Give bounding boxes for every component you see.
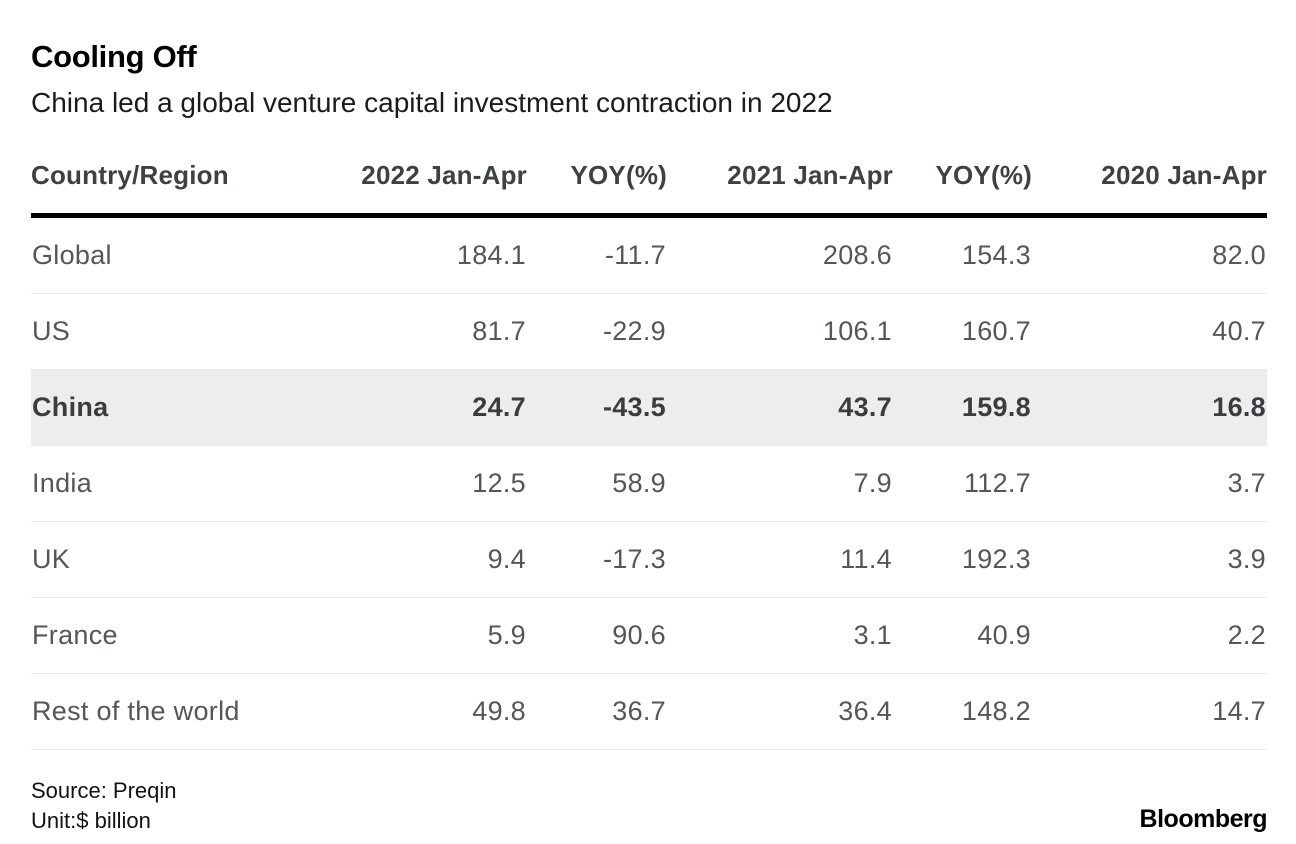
value-cell: 9.4: [271, 521, 527, 598]
table-row-us: US 81.7 -22.9 106.1 160.7 40.7: [31, 293, 1267, 370]
row-label: France: [31, 597, 271, 674]
table-row-china-highlighted: China 24.7 -43.5 43.7 159.8 16.8: [31, 369, 1267, 446]
value-cell: 90.6: [527, 597, 667, 674]
page-title: Cooling Off: [31, 39, 197, 74]
value-cell: 7.9: [667, 445, 893, 522]
value-cell: -17.3: [527, 521, 667, 598]
value-cell: 12.5: [271, 445, 527, 522]
value-cell: 58.9: [527, 445, 667, 522]
row-label: China: [31, 369, 271, 446]
value-cell: 36.7: [527, 673, 667, 750]
table-body: Global 184.1 -11.7 208.6 154.3 82.0 US 8…: [31, 215, 1267, 750]
value-cell: 106.1: [667, 293, 893, 370]
value-cell: 184.1: [271, 215, 527, 294]
value-cell: 5.9: [271, 597, 527, 674]
column-header-2021-jan-apr: 2021 Jan-Apr: [727, 160, 893, 190]
value-cell: 160.7: [893, 293, 1032, 370]
vc-investment-table: Country/Region 2022 Jan-Apr YOY(%) 2021 …: [31, 160, 1267, 750]
value-cell: 3.1: [667, 597, 893, 674]
row-label: Rest of the world: [31, 673, 271, 750]
column-header-2020-jan-apr: 2020 Jan-Apr: [1101, 160, 1267, 190]
value-cell: 81.7: [271, 293, 527, 370]
value-cell: -11.7: [527, 215, 667, 294]
value-cell: 3.7: [1032, 445, 1267, 522]
value-cell: 192.3: [893, 521, 1032, 598]
value-cell: 2.2: [1032, 597, 1267, 674]
table-row-uk: UK 9.4 -17.3 11.4 192.3 3.9: [31, 521, 1267, 598]
value-cell: 43.7: [667, 369, 893, 446]
row-label: US: [31, 293, 271, 370]
value-cell: 14.7: [1032, 673, 1267, 750]
value-cell: -43.5: [527, 369, 667, 446]
header-row: Country/Region 2022 Jan-Apr YOY(%) 2021 …: [31, 160, 1267, 216]
value-cell: 159.8: [893, 369, 1032, 446]
row-label: India: [31, 445, 271, 522]
table-row-global: Global 184.1 -11.7 208.6 154.3 82.0: [31, 215, 1267, 294]
source-block: Source: Preqin Unit:$ billion: [31, 776, 177, 836]
value-cell: -22.9: [527, 293, 667, 370]
value-cell: 40.7: [1032, 293, 1267, 370]
unit-note: Unit:$ billion: [31, 808, 151, 833]
value-cell: 154.3: [893, 215, 1032, 294]
bloomberg-logo: Bloomberg: [1139, 805, 1268, 833]
row-label: UK: [31, 521, 271, 598]
value-cell: 11.4: [667, 521, 893, 598]
value-cell: 148.2: [893, 673, 1032, 750]
column-header-2022-jan-apr: 2022 Jan-Apr: [361, 160, 527, 190]
footer: Source: Preqin Unit:$ billion Bloomberg: [31, 776, 1268, 836]
table-row-india: India 12.5 58.9 7.9 112.7 3.7: [31, 445, 1267, 522]
page-subtitle: China led a global venture capital inves…: [31, 87, 833, 118]
value-cell: 40.9: [893, 597, 1032, 674]
value-cell: 112.7: [893, 445, 1032, 522]
value-cell: 82.0: [1032, 215, 1267, 294]
value-cell: 36.4: [667, 673, 893, 750]
table-row-france: France 5.9 90.6 3.1 40.9 2.2: [31, 597, 1267, 674]
column-header-country-region: Country/Region: [31, 160, 229, 190]
column-header-yoy-2021: YOY(%): [935, 160, 1032, 190]
source-note: Source: Preqin: [31, 778, 177, 803]
table-row-rest-of-world: Rest of the world 49.8 36.7 36.4 148.2 1…: [31, 673, 1267, 750]
value-cell: 24.7: [271, 369, 527, 446]
value-cell: 16.8: [1032, 369, 1267, 446]
table-header: Country/Region 2022 Jan-Apr YOY(%) 2021 …: [31, 160, 1267, 216]
value-cell: 3.9: [1032, 521, 1267, 598]
value-cell: 208.6: [667, 215, 893, 294]
column-header-yoy-2022: YOY(%): [570, 160, 667, 190]
row-label: Global: [31, 215, 271, 294]
value-cell: 49.8: [271, 673, 527, 750]
